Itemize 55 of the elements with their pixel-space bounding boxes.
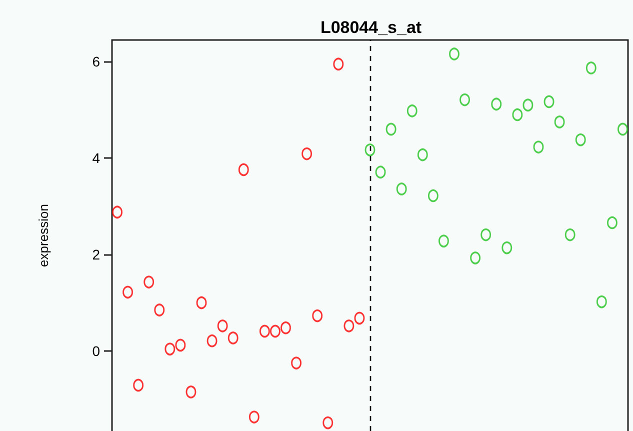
point (480, 228, 492, 242)
point (512, 108, 523, 122)
point (154, 304, 165, 316)
y-tick-label: 4 (92, 150, 100, 166)
point (554, 116, 565, 128)
point (228, 332, 238, 344)
point (596, 295, 607, 308)
point (491, 98, 502, 110)
point (417, 148, 428, 162)
point (112, 206, 123, 218)
point (175, 338, 186, 352)
point (564, 228, 576, 242)
y-tick-label: 6 (92, 54, 100, 70)
point (438, 234, 450, 248)
point (386, 122, 396, 136)
point (133, 378, 144, 392)
chart-title: L08044_s_at (320, 18, 422, 37)
point (333, 58, 344, 70)
point (502, 241, 512, 254)
point (354, 312, 365, 324)
point (396, 182, 407, 196)
point (617, 122, 628, 136)
point (122, 286, 134, 298)
point (290, 356, 302, 370)
point (428, 189, 438, 202)
point (248, 410, 260, 424)
point (196, 296, 207, 310)
point (259, 324, 270, 338)
point (312, 309, 323, 322)
point (606, 216, 618, 230)
point (406, 104, 418, 118)
point (280, 322, 292, 334)
point (186, 386, 196, 398)
point (217, 320, 228, 332)
point (575, 134, 586, 146)
y-axis-title: expression (36, 204, 51, 267)
point (544, 95, 554, 108)
point (164, 342, 176, 356)
point (144, 276, 154, 288)
point (322, 416, 334, 430)
point (522, 98, 534, 112)
point (448, 48, 460, 60)
point (206, 334, 218, 348)
point (364, 144, 376, 156)
point (375, 166, 386, 178)
y-tick-label: 2 (92, 246, 100, 263)
point (470, 252, 481, 264)
point (586, 62, 596, 74)
point (238, 163, 249, 176)
point (459, 93, 470, 106)
point (344, 320, 354, 332)
point (302, 147, 312, 160)
y-tick-label: 0 (92, 342, 100, 359)
point (270, 324, 281, 338)
point (533, 140, 544, 154)
